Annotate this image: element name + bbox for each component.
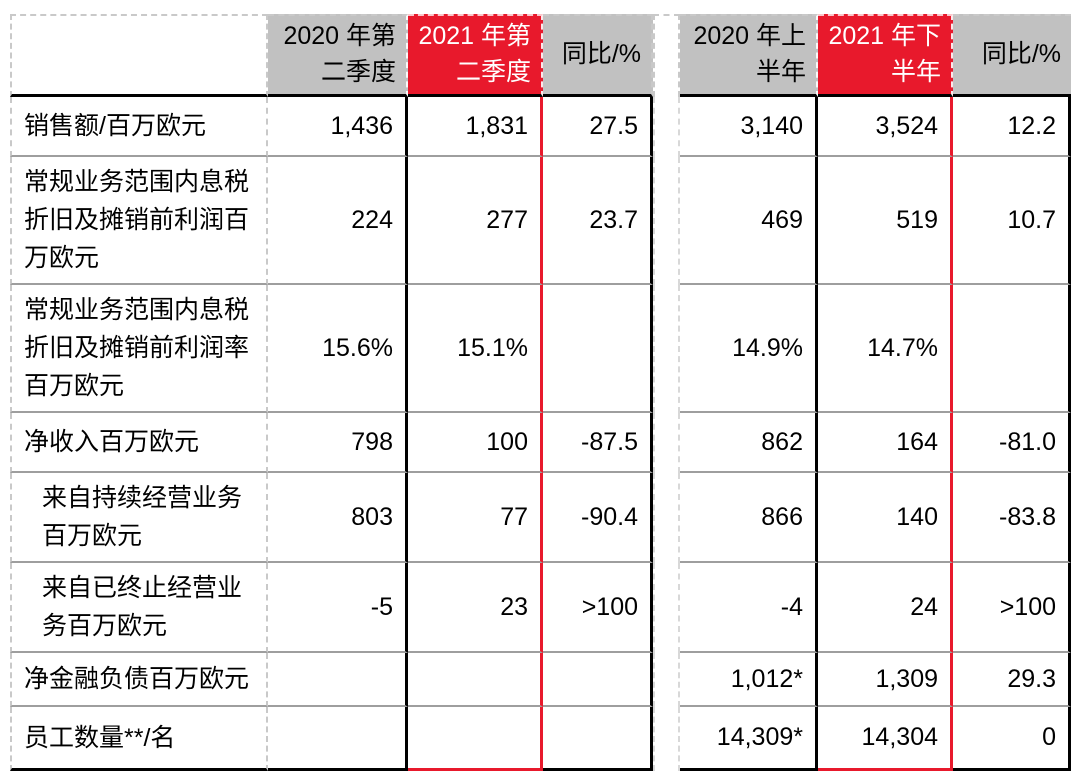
cell-q2-2020: 1,436 [268,97,408,157]
cell-yoy-quarter: 27.5 [543,97,653,157]
table-row-continuing-operations: 来自持续经营业务百万欧元 803 77 -90.4 866 140 -83.8 [10,473,1071,563]
cell-h2-2021: 14,304 [818,707,953,771]
header-2021-h2: 2021 年下半年 [818,14,953,97]
cell-yoy-quarter [543,285,653,413]
cell-yoy-half: -83.8 [953,473,1071,563]
cell-h1-2020: -4 [680,563,818,653]
spacer-cell [653,563,680,653]
spacer-cell [653,97,680,157]
table-row-ebitda: 常规业务范围内息税折旧及摊销前利润百万欧元 224 277 23.7 469 5… [10,157,1071,285]
cell-q2-2021: 277 [408,157,543,285]
table-row-discontinued-operations: 来自已终止经营业务百万欧元 -5 23 >100 -4 24 >100 [10,563,1071,653]
cell-yoy-half [953,285,1071,413]
row-label: 来自持续经营业务百万欧元 [10,473,268,563]
cell-h2-2021: 14.7% [818,285,953,413]
cell-yoy-half: 29.3 [953,653,1071,707]
cell-h1-2020: 14.9% [680,285,818,413]
cell-h1-2020: 866 [680,473,818,563]
cell-h2-2021: 24 [818,563,953,653]
financial-summary-table: 2020 年第二季度 2021 年第二季度 同比/% 2020 年上半年 202… [10,14,1071,771]
spacer-cell [653,473,680,563]
cell-yoy-quarter [543,653,653,707]
table-row-ebitda-margin: 常规业务范围内息税折旧及摊销前利润率百万欧元 15.6% 15.1% 14.9%… [10,285,1071,413]
cell-h2-2021: 1,309 [818,653,953,707]
cell-h1-2020: 3,140 [680,97,818,157]
cell-yoy-half: 12.2 [953,97,1071,157]
header-yoy-quarter: 同比/% [543,14,653,97]
header-empty-cell [10,14,268,97]
table-row-employees: 员工数量**/名 14,309* 14,304 0 [10,707,1071,771]
cell-q2-2020: 798 [268,413,408,473]
cell-q2-2021: 77 [408,473,543,563]
cell-q2-2020: 15.6% [268,285,408,413]
spacer-cell [653,413,680,473]
cell-yoy-quarter [543,707,653,771]
row-label: 常规业务范围内息税折旧及摊销前利润百万欧元 [10,157,268,285]
row-label: 员工数量**/名 [10,707,268,771]
cell-h2-2021: 140 [818,473,953,563]
cell-yoy-half: >100 [953,563,1071,653]
cell-yoy-quarter: -87.5 [543,413,653,473]
table-row-sales: 销售额/百万欧元 1,436 1,831 27.5 3,140 3,524 12… [10,97,1071,157]
spacer-cell [653,157,680,285]
header-yoy-half: 同比/% [953,14,1071,97]
cell-q2-2021 [408,707,543,771]
cell-h1-2020: 862 [680,413,818,473]
cell-q2-2020: 803 [268,473,408,563]
header-2020-q2: 2020 年第二季度 [268,14,408,97]
cell-q2-2020 [268,707,408,771]
cell-q2-2021: 1,831 [408,97,543,157]
cell-h2-2021: 164 [818,413,953,473]
cell-yoy-half: -81.0 [953,413,1071,473]
cell-h1-2020: 14,309* [680,707,818,771]
row-label: 净收入百万欧元 [10,413,268,473]
cell-yoy-quarter: >100 [543,563,653,653]
cell-q2-2020 [268,653,408,707]
cell-yoy-half: 0 [953,707,1071,771]
header-spacer [653,14,680,97]
row-label: 销售额/百万欧元 [10,97,268,157]
cell-q2-2021 [408,653,543,707]
header-2021-q2: 2021 年第二季度 [408,14,543,97]
cell-q2-2021: 15.1% [408,285,543,413]
cell-q2-2020: 224 [268,157,408,285]
cell-h2-2021: 519 [818,157,953,285]
header-2020-h1: 2020 年上半年 [680,14,818,97]
spacer-cell [653,285,680,413]
row-label: 常规业务范围内息税折旧及摊销前利润率百万欧元 [10,285,268,413]
cell-q2-2021: 100 [408,413,543,473]
row-label: 净金融负债百万欧元 [10,653,268,707]
table-row-net-financial-debt: 净金融负债百万欧元 1,012* 1,309 29.3 [10,653,1071,707]
cell-q2-2021: 23 [408,563,543,653]
cell-yoy-half: 10.7 [953,157,1071,285]
cell-q2-2020: -5 [268,563,408,653]
cell-yoy-quarter: 23.7 [543,157,653,285]
table-row-net-income: 净收入百万欧元 798 100 -87.5 862 164 -81.0 [10,413,1071,473]
cell-h1-2020: 469 [680,157,818,285]
cell-h2-2021: 3,524 [818,97,953,157]
spacer-cell [653,653,680,707]
spacer-cell [653,707,680,771]
header-row: 2020 年第二季度 2021 年第二季度 同比/% 2020 年上半年 202… [10,14,1071,97]
cell-h1-2020: 1,012* [680,653,818,707]
row-label: 来自已终止经营业务百万欧元 [10,563,268,653]
cell-yoy-quarter: -90.4 [543,473,653,563]
